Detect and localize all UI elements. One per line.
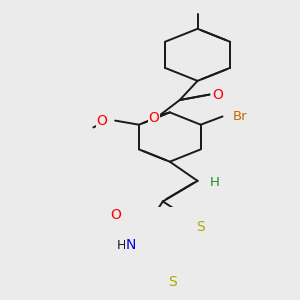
Text: S: S bbox=[168, 275, 177, 289]
Text: O: O bbox=[96, 114, 107, 128]
Text: S: S bbox=[196, 220, 205, 235]
Text: H: H bbox=[209, 176, 219, 189]
Text: Br: Br bbox=[232, 110, 247, 123]
Text: O: O bbox=[148, 111, 159, 125]
Text: H: H bbox=[117, 239, 126, 252]
Text: N: N bbox=[126, 238, 136, 252]
Text: O: O bbox=[212, 88, 223, 102]
Text: O: O bbox=[110, 208, 121, 222]
